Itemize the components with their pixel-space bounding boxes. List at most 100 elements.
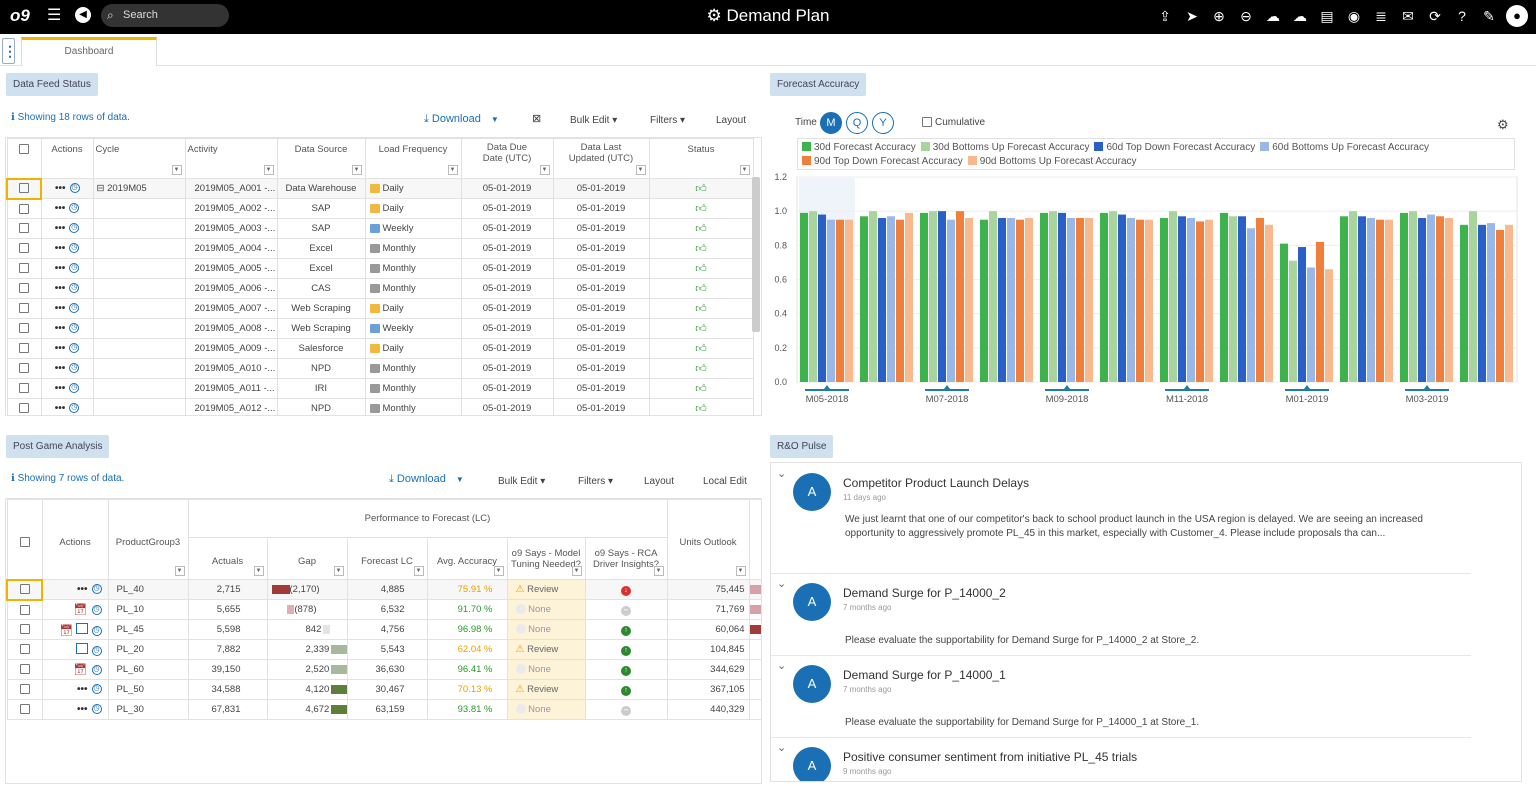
data-feed-scrollbar[interactable] <box>752 177 760 332</box>
row-actions[interactable]: ••• ◷ <box>41 579 109 600</box>
col-activity[interactable]: Activity ▼ <box>184 138 278 179</box>
row-checkbox[interactable] <box>6 578 43 601</box>
feed-row[interactable]: ••• ◷ 2019M05_A008 -... Web Scraping Week… <box>6 318 754 339</box>
more-actions-icon[interactable]: ••• <box>54 343 66 354</box>
legend-item[interactable]: 30d Forecast Accuracy <box>802 141 916 155</box>
pulse-item[interactable]: ⌄ A Demand Surge for P_14000_1 7 months … <box>771 655 1471 737</box>
row-checkbox[interactable] <box>6 619 43 640</box>
feed-row[interactable]: ••• ◷ 2019M05_A010 -... NPD Monthly 05-01… <box>6 358 754 379</box>
pg-col-forecast-lc[interactable]: Forecast LC ▼ <box>346 537 428 580</box>
chart-settings-gear-icon[interactable]: ⚙ <box>1497 117 1509 132</box>
legend-item[interactable]: 60d Top Down Forecast Accuracy <box>1094 141 1255 155</box>
pulse-item[interactable]: ⌄ A Positive consumer sentiment from ini… <box>771 737 1471 781</box>
pg-col-actions[interactable]: Actions <box>41 499 109 580</box>
more-actions-icon[interactable]: ••• <box>54 403 66 414</box>
more-actions-icon[interactable]: ••• <box>54 323 66 334</box>
clock-icon[interactable]: ◷ <box>91 605 102 616</box>
back-icon[interactable]: ◀ <box>75 7 91 23</box>
pg-row[interactable]: ••• ◷ PL_50 34,588 4,120 30,467 70.13 % ⚠… <box>6 679 761 700</box>
row-actions[interactable]: ••• ◷ <box>41 699 109 720</box>
pg-row[interactable]: 📅︎ ◷ PL_60 39,150 2,520 36,630 96.41 % No… <box>6 659 761 680</box>
row-actions[interactable]: ••• ◷ <box>40 198 94 219</box>
feed-row[interactable]: ••• ◷ 2019M05_A002 -... SAP Daily 05-01-2… <box>6 198 754 219</box>
more-actions-icon[interactable]: ••• <box>54 303 66 314</box>
row-actions[interactable]: 📅︎ ◷ <box>41 619 109 640</box>
legend-item[interactable]: 30d Bottoms Up Forecast Accuracy <box>920 141 1089 155</box>
calendar-icon[interactable]: 📅︎ <box>73 664 88 676</box>
calendar-icon[interactable]: 📅︎ <box>59 624 74 637</box>
more-actions-icon[interactable]: ••• <box>54 363 66 374</box>
col-status[interactable]: Status ▼ <box>648 138 754 179</box>
row-checkbox[interactable] <box>6 238 42 259</box>
more-actions-icon[interactable]: ••• <box>54 283 66 294</box>
row-actions[interactable]: ••• ◷ <box>40 298 94 319</box>
clock-icon[interactable]: ◷ <box>69 183 80 194</box>
row-actions[interactable]: ◷ <box>41 639 109 660</box>
legend-item[interactable]: 90d Bottoms Up Forecast Accuracy <box>967 155 1137 169</box>
hamburger-menu-icon[interactable]: ☰ <box>47 7 62 24</box>
clock-icon[interactable]: ◷ <box>69 223 80 234</box>
pg-row[interactable]: ◷ PL_20 7,882 2,339 5,543 62.04 % ⚠ Revi… <box>6 639 761 660</box>
data-feed-layout-button[interactable]: Layout <box>716 115 747 126</box>
pg-row[interactable]: ••• ◷ PL_30 67,831 4,672 63,159 93.81 % N… <box>6 699 761 720</box>
pg-select-all-checkbox[interactable] <box>6 499 43 580</box>
pulse-item-title[interactable]: Competitor Product Launch Delays <box>843 476 1030 490</box>
time-toggle-month[interactable]: M <box>820 112 842 134</box>
clock-icon[interactable]: ◷ <box>69 263 80 274</box>
clock-icon[interactable]: ◷ <box>69 203 80 214</box>
feed-row[interactable]: ••• ◷ 2019M05_A011 -... IRI Monthly 05-01… <box>6 378 754 399</box>
clock-icon[interactable]: ◷ <box>91 645 102 656</box>
pg-row[interactable]: ••• ◷ PL_40 2,715 (2,170) 4,885 75.91 % ⚠… <box>6 578 761 601</box>
cloud-upload-icon[interactable]: ☁ <box>1266 8 1280 24</box>
user-avatar-icon[interactable]: ● <box>1506 5 1528 27</box>
col-load-frequency[interactable]: Load Frequency ▼ <box>364 138 462 179</box>
post-game-local-edit-button[interactable]: Local Edit <box>703 476 747 487</box>
row-actions[interactable]: ••• ◷ <box>40 358 94 379</box>
feed-row[interactable]: ••• ◷ 2019M05_A005 -... Excel Monthly 05-… <box>6 258 754 279</box>
row-checkbox[interactable] <box>6 258 42 279</box>
row-checkbox[interactable] <box>6 298 42 319</box>
collapse-chevron-icon[interactable]: ⌄ <box>777 578 787 590</box>
clock-icon[interactable]: ◷ <box>69 383 80 394</box>
data-feed-download-button[interactable]: ⤓ Download ▼ <box>424 113 499 125</box>
clock-icon[interactable]: ◷ <box>69 343 80 354</box>
pg-col-units-outlook[interactable]: Units Outlook ▼ <box>666 499 750 580</box>
refresh-icon[interactable]: ⟳ <box>1429 8 1441 24</box>
pulse-item[interactable]: ⌄ A Demand Surge for P_14000_2 7 months … <box>771 573 1471 655</box>
edit-icon[interactable]: ✎ <box>1483 8 1495 24</box>
more-actions-icon[interactable]: ••• <box>76 684 88 695</box>
pg-col-avg-accuracy[interactable]: Avg. Accuracy ▼ <box>426 537 508 580</box>
tab-menu-icon[interactable]: ⋮ <box>2 38 17 64</box>
row-actions[interactable]: ••• ◷ <box>40 258 94 279</box>
clock-icon[interactable]: ◷ <box>69 303 80 314</box>
row-checkbox[interactable] <box>6 318 42 339</box>
feed-row[interactable]: ••• ◷ 2019M05_A012 -... NPD Monthly 05-01… <box>6 398 754 415</box>
data-feed-bulk-edit-button[interactable]: Bulk Edit ▾ <box>570 115 618 126</box>
search-input[interactable]: ⌕ Search <box>101 4 229 27</box>
more-actions-icon[interactable]: ••• <box>54 243 66 254</box>
cell-cycle[interactable]: ⊟ 2019M05 <box>92 178 186 199</box>
help-icon[interactable]: ? <box>1458 8 1466 24</box>
row-actions[interactable]: ••• ◷ <box>40 218 94 239</box>
chat-icon[interactable]: ✉ <box>1402 8 1414 24</box>
more-actions-icon[interactable]: ••• <box>54 183 66 194</box>
pulse-item[interactable]: ⌄ A Competitor Product Launch Delays 11 … <box>771 463 1471 573</box>
pdf-icon[interactable]: ▤ <box>1320 8 1334 24</box>
row-checkbox[interactable] <box>6 198 42 219</box>
pg-col-actuals[interactable]: Actuals ▼ <box>187 537 268 580</box>
clock-icon[interactable]: ◷ <box>91 684 102 695</box>
pulse-item-title[interactable]: Positive consumer sentiment from initiat… <box>843 750 1138 764</box>
row-checkbox[interactable] <box>6 177 42 200</box>
row-actions[interactable]: ••• ◷ <box>40 318 94 339</box>
col-actions[interactable]: Actions <box>40 138 94 179</box>
more-actions-icon[interactable]: ••• <box>54 223 66 234</box>
more-actions-icon[interactable]: ••• <box>76 704 88 715</box>
more-actions-icon[interactable]: ••• <box>54 383 66 394</box>
post-game-download-button[interactable]: ⤓ Download ▼ <box>389 473 464 485</box>
row-actions[interactable]: ••• ◷ <box>40 238 94 259</box>
export-excel-icon[interactable]: ⊠ <box>532 113 542 125</box>
pg-col-gap[interactable]: Gap ▼ <box>266 537 348 580</box>
row-actions[interactable]: ••• ◷ <box>41 679 109 700</box>
data-feed-filters-button[interactable]: Filters ▾ <box>650 115 686 126</box>
feed-row[interactable]: ••• ◷ 2019M05_A006 -... CAS Monthly 05-01… <box>6 278 754 299</box>
